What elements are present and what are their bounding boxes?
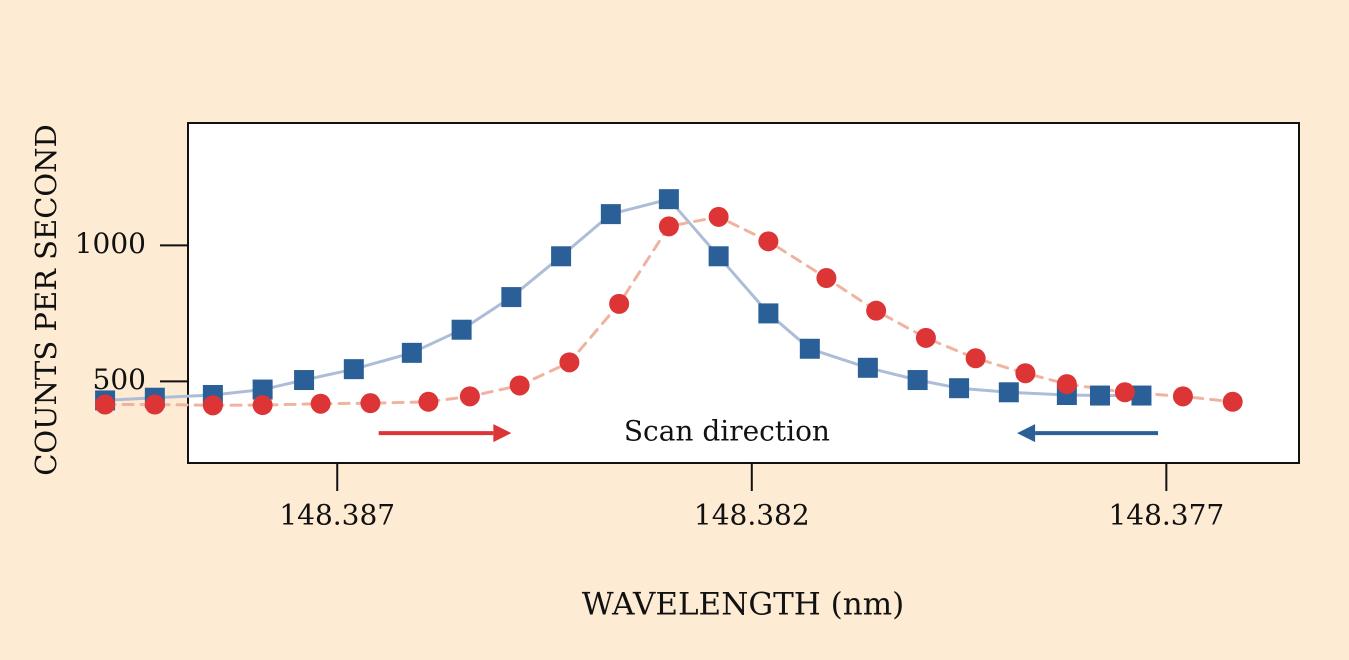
blue-point-6 (343, 359, 364, 380)
plot-area (187, 122, 1300, 464)
red-direction-arrow-head (493, 424, 512, 443)
x-tick-label-1: 148.387 (279, 499, 395, 532)
red-point-10 (559, 352, 580, 373)
blue-direction-arrow-head (1017, 424, 1036, 443)
red-point-1 (95, 394, 116, 415)
blue-point-17 (907, 370, 928, 391)
x-tick-label-3: 148.377 (1108, 499, 1224, 532)
blue-point-19 (998, 382, 1019, 403)
series-markers (95, 189, 1243, 416)
red-point-7 (418, 391, 439, 412)
y-axis-label: COUNTS PER SECOND (29, 124, 63, 476)
y-tick-label-1: 500 (93, 363, 146, 396)
red-point-22 (1172, 386, 1193, 407)
scan-direction-arrows (378, 424, 1159, 443)
red-point-4 (252, 395, 273, 416)
red-point-16 (866, 300, 887, 321)
blue-point-18 (949, 378, 970, 399)
y-axis-ticks: 500 1000 (75, 227, 188, 396)
red-point-8 (459, 386, 480, 407)
red-point-14 (758, 231, 779, 252)
red-point-9 (509, 375, 530, 396)
red-point-15 (816, 268, 837, 289)
red-point-6 (360, 393, 381, 414)
red-point-20 (1056, 374, 1077, 395)
x-axis-ticks: 148.387 148.382 148.377 (279, 463, 1224, 532)
blue-point-14 (758, 303, 779, 324)
blue-point-10 (551, 246, 572, 267)
blue-series-line (103, 197, 1143, 402)
red-point-21 (1114, 382, 1135, 403)
red-point-19 (1015, 363, 1036, 384)
blue-point-16 (857, 357, 878, 378)
scan-direction-label: Scan direction (624, 415, 830, 448)
red-point-13 (708, 206, 729, 227)
blue-point-4 (252, 379, 273, 400)
blue-point-22 (1131, 385, 1152, 406)
x-tick-label-2: 148.382 (694, 499, 810, 532)
blue-point-13 (708, 246, 729, 267)
blue-point-12 (658, 189, 679, 210)
blue-point-8 (451, 319, 472, 340)
red-point-2 (144, 394, 165, 415)
red-point-3 (202, 395, 223, 416)
red-point-18 (965, 348, 986, 369)
blue-point-21 (1090, 385, 1111, 406)
x-axis-label: WAVELENGTH (nm) (582, 587, 904, 623)
red-point-11 (609, 293, 630, 314)
red-point-17 (915, 327, 936, 348)
blue-point-5 (294, 370, 315, 391)
blue-point-7 (401, 342, 422, 363)
blue-point-9 (501, 287, 522, 308)
red-point-12 (658, 216, 679, 237)
red-point-23 (1222, 391, 1243, 412)
blue-point-11 (600, 204, 621, 225)
y-tick-label-2: 1000 (75, 227, 146, 260)
blue-point-15 (799, 338, 820, 359)
red-point-5 (310, 393, 331, 414)
